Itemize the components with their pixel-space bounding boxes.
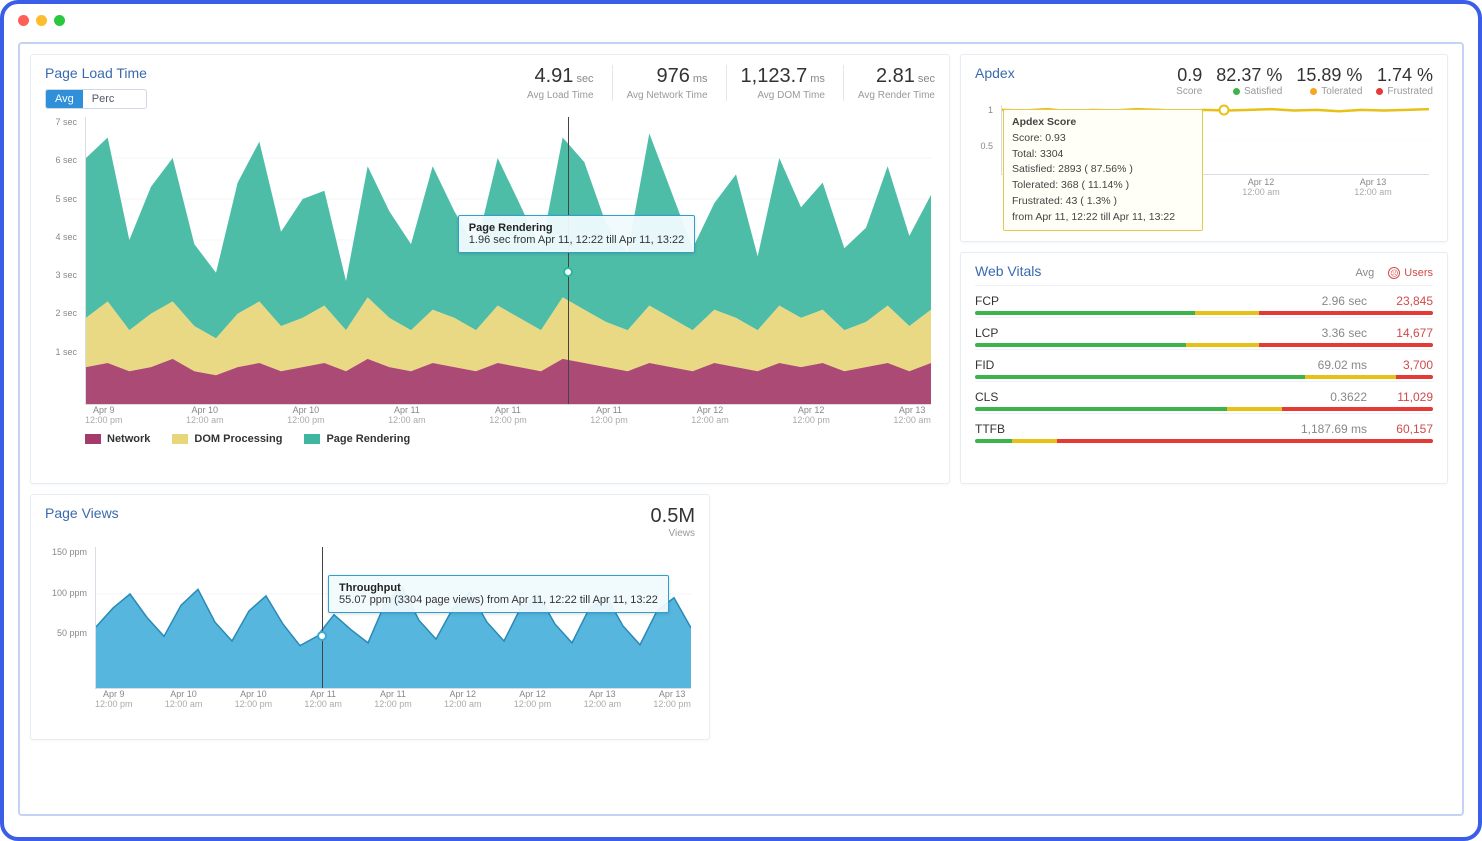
tooltip-text: 1.96 sec from Apr 11, 12:22 till Apr 11,… bbox=[469, 234, 684, 246]
apdex-stats: 0.9Score 82.37 %Satisfied 15.89 %Tolerated… bbox=[1176, 65, 1433, 97]
crosshair bbox=[568, 117, 569, 404]
vital-bar bbox=[975, 375, 1433, 379]
page-views-panel: Page Views 0.5M Views 150 ppm100 ppm50 p… bbox=[30, 494, 710, 740]
plt-tooltip: Page Rendering 1.96 sec from Apr 11, 12:… bbox=[458, 215, 695, 253]
window-titlebar bbox=[4, 4, 1478, 36]
vital-bar bbox=[975, 343, 1433, 347]
tooltip-title: Throughput bbox=[339, 582, 658, 594]
apdex-marker-icon bbox=[1219, 104, 1230, 115]
toggle-perc[interactable]: Perc bbox=[83, 90, 124, 108]
tooltip-marker-icon bbox=[317, 631, 327, 641]
vital-row-fid[interactable]: FID 69.02 ms3,700 bbox=[975, 349, 1433, 375]
apdex-stat: 1.74 %Frustrated bbox=[1376, 65, 1433, 97]
close-dot-icon[interactable] bbox=[18, 15, 29, 26]
vitals-avg-header: Avg bbox=[1356, 267, 1375, 279]
panel-title: Web Vitals bbox=[975, 263, 1041, 279]
apdex-chart[interactable]: 10.5 Apdex Score Score: 0.93Total: 3304S… bbox=[975, 105, 1433, 197]
page-load-time-panel: Page Load Time Avg Perc 4.91secAvg Load … bbox=[30, 54, 950, 484]
tooltip-line: from Apr 11, 12:22 till Apr 11, 13:22 bbox=[1012, 210, 1194, 226]
apdex-xaxis: Apr 1212:00 amApr 1312:00 am bbox=[1205, 177, 1429, 197]
stat: 2.81secAvg Render Time bbox=[843, 65, 935, 101]
apdex-panel: Apdex 0.9Score 82.37 %Satisfied 15.89 %Tol… bbox=[960, 54, 1448, 242]
avg-perc-toggle: Avg Perc bbox=[45, 89, 147, 109]
tooltip-line: Tolerated: 368 ( 11.14% ) bbox=[1012, 178, 1194, 194]
pv-xaxis: Apr 912:00 pmApr 1012:00 amApr 1012:00 p… bbox=[95, 689, 691, 709]
tooltip-text: 55.07 ppm (3304 page views) from Apr 11,… bbox=[339, 594, 658, 606]
toggle-avg[interactable]: Avg bbox=[46, 90, 83, 108]
vital-bar bbox=[975, 311, 1433, 315]
pv-chart[interactable]: 150 ppm100 ppm50 ppm Throughput 55.07 pp… bbox=[45, 547, 695, 689]
apdex-tooltip: Apdex Score Score: 0.93Total: 3304Satisf… bbox=[1003, 109, 1203, 231]
app-window: Page Load Time Avg Perc 4.91secAvg Load … bbox=[0, 0, 1482, 841]
stat: 4.91secAvg Load Time bbox=[527, 65, 594, 101]
pv-value: 0.5M bbox=[651, 505, 695, 527]
legend-item[interactable]: Page Rendering bbox=[304, 433, 410, 445]
vitals-rows: FCP 2.96 sec23,845 LCP 3.36 sec14,677 FI… bbox=[975, 285, 1433, 443]
tooltip-title: Page Rendering bbox=[469, 222, 684, 234]
apdex-yaxis: 10.5 bbox=[975, 105, 997, 177]
web-vitals-panel: Web Vitals Avg ☹ Users FCP 2.96 sec23,84… bbox=[960, 252, 1448, 484]
apdex-stat: 0.9Score bbox=[1176, 65, 1202, 97]
crosshair bbox=[322, 547, 323, 688]
stat: 1,123.7msAvg DOM Time bbox=[726, 65, 825, 101]
tooltip-line: Total: 3304 bbox=[1012, 147, 1194, 163]
vital-bar bbox=[975, 439, 1433, 443]
tooltip-line: Frustrated: 43 ( 1.3% ) bbox=[1012, 194, 1194, 210]
pv-label: Views bbox=[651, 528, 695, 539]
tooltip-title: Apdex Score bbox=[1012, 115, 1194, 131]
vital-row-lcp[interactable]: LCP 3.36 sec14,677 bbox=[975, 317, 1433, 343]
panel-title: Page Views bbox=[45, 505, 119, 521]
tooltip-line: Score: 0.93 bbox=[1012, 131, 1194, 147]
legend-item[interactable]: Network bbox=[85, 433, 150, 445]
tooltip-marker-icon bbox=[563, 267, 573, 277]
plt-yaxis: 7 sec6 sec5 sec4 sec3 sec2 sec1 sec bbox=[45, 117, 81, 385]
pv-tooltip: Throughput 55.07 ppm (3304 page views) f… bbox=[328, 575, 669, 613]
content-band: Page Load Time Avg Perc 4.91secAvg Load … bbox=[18, 42, 1464, 816]
minimize-dot-icon[interactable] bbox=[36, 15, 47, 26]
vital-bar bbox=[975, 407, 1433, 411]
tooltip-line: Satisfied: 2893 ( 87.56% ) bbox=[1012, 162, 1194, 178]
stat: 976msAvg Network Time bbox=[612, 65, 708, 101]
vital-row-cls[interactable]: CLS 0.362211,029 bbox=[975, 381, 1433, 407]
zoom-dot-icon[interactable] bbox=[54, 15, 65, 26]
legend-item[interactable]: DOM Processing bbox=[172, 433, 282, 445]
apdex-stat: 82.37 %Satisfied bbox=[1216, 65, 1282, 97]
pv-yaxis: 150 ppm100 ppm50 ppm bbox=[45, 547, 91, 669]
panel-title: Page Load Time bbox=[45, 65, 147, 81]
plt-legend: Network DOM Processing Page Rendering bbox=[85, 433, 935, 445]
plt-xaxis: Apr 912:00 pmApr 1012:00 amApr 1012:00 p… bbox=[85, 405, 931, 425]
vital-row-ttfb[interactable]: TTFB 1,187.69 ms60,157 bbox=[975, 413, 1433, 439]
sad-face-icon: ☹ bbox=[1388, 267, 1400, 279]
apdex-stat: 15.89 %Tolerated bbox=[1296, 65, 1362, 97]
vitals-users-header: ☹ Users bbox=[1388, 267, 1433, 279]
panel-title: Apdex bbox=[975, 65, 1015, 81]
plt-stats: 4.91secAvg Load Time 976msAvg Network Tim… bbox=[527, 65, 935, 101]
plt-chart[interactable]: 7 sec6 sec5 sec4 sec3 sec2 sec1 sec Page… bbox=[45, 117, 935, 405]
vital-row-fcp[interactable]: FCP 2.96 sec23,845 bbox=[975, 285, 1433, 311]
